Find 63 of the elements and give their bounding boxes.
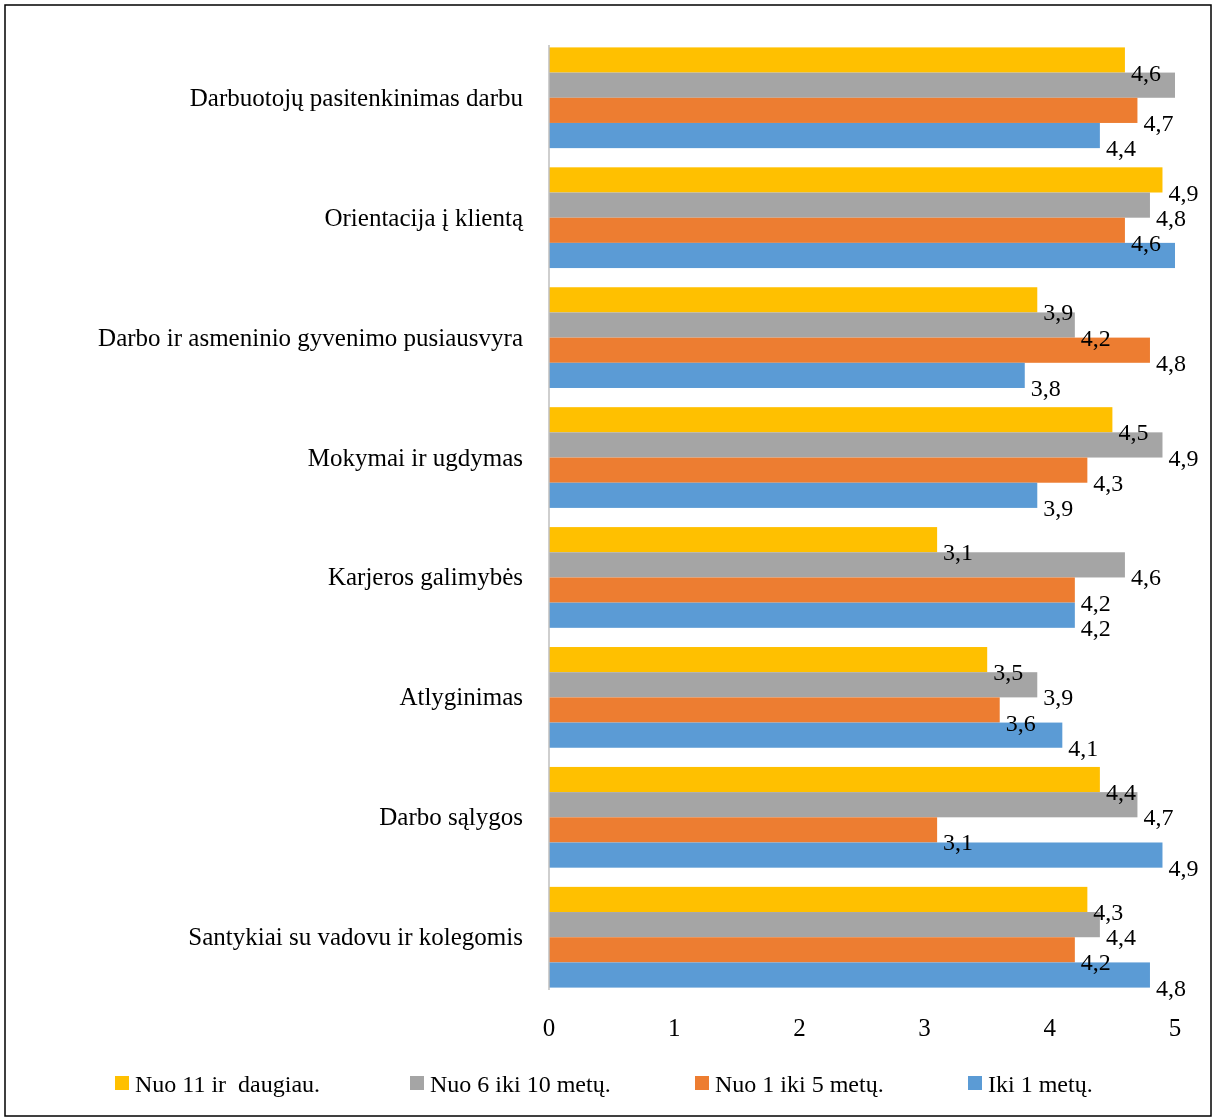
y-tick-label: Darbo ir asmeninio gyvenimo pusiausvyra	[98, 323, 523, 351]
data-label: 4,8	[1155, 349, 1186, 376]
bar	[549, 482, 1038, 508]
bar	[549, 192, 1150, 218]
legend-label: Nuo 11 ir daugiau.	[135, 1071, 321, 1097]
y-tick-label: Santykiai su vadovu ir kolegomis	[188, 923, 523, 951]
data-label: 4,7	[1143, 804, 1174, 831]
bar	[549, 577, 1075, 603]
y-tick-label: Orientacija į klientą	[324, 203, 524, 231]
y-tick-label: Atlyginimas	[399, 683, 523, 711]
y-tick-label: Karjeros galimybės	[327, 563, 523, 591]
data-label: 3,9	[1043, 299, 1074, 326]
data-label: 4,4	[1105, 135, 1136, 162]
bar	[549, 457, 1088, 483]
bar	[549, 287, 1038, 313]
data-label: 3,1	[943, 539, 974, 566]
data-label: 3,8	[1030, 374, 1061, 401]
data-label: 3,5	[993, 659, 1024, 686]
x-tick-label: 3	[918, 1014, 931, 1041]
bar	[549, 697, 1000, 723]
data-label: 4,9	[1168, 179, 1199, 206]
data-label: 4,3	[1093, 899, 1124, 926]
bar	[549, 167, 1163, 193]
data-label: 4,4	[1105, 779, 1136, 806]
bar	[549, 527, 938, 553]
bar	[549, 122, 1100, 149]
bar	[549, 97, 1138, 123]
x-tick-label: 4	[1043, 1014, 1057, 1041]
legend-label: Nuo 6 iki 10 metų.	[430, 1071, 611, 1097]
x-tick-label: 1	[667, 1014, 681, 1041]
data-label: 4,1	[1068, 734, 1099, 761]
data-label: 4,7	[1143, 109, 1174, 136]
bar	[549, 937, 1075, 963]
x-tick-label: 5	[1168, 1014, 1182, 1041]
x-tick-label: 2	[793, 1014, 806, 1041]
data-label: 4,8	[1155, 204, 1186, 231]
y-tick-label: Mokymai ir ugdymas	[307, 443, 523, 471]
legend-label: Nuo 1 iki 5 metų.	[715, 1071, 884, 1097]
bar	[549, 647, 988, 673]
data-label: 4,9	[1168, 854, 1199, 881]
data-label: 4,9	[1168, 444, 1199, 471]
data-label: 4,5	[1118, 419, 1149, 446]
data-label: 4,6	[1130, 564, 1161, 591]
bar	[549, 407, 1113, 433]
x-tick-label: 0	[542, 1014, 556, 1041]
data-label: 4,2	[1080, 589, 1111, 616]
bar	[549, 766, 1100, 793]
data-label: 4,8	[1155, 974, 1186, 1001]
y-tick-label: Darbuotojų pasitenkinimas darbu	[189, 83, 524, 111]
data-label: 3,9	[1043, 494, 1074, 521]
bar	[549, 217, 1125, 243]
data-label: 4,6	[1130, 59, 1161, 86]
bar	[549, 886, 1088, 913]
y-tick-label: Darbo sąlygos	[379, 803, 523, 831]
data-label: 4,4	[1105, 924, 1136, 951]
bar	[549, 362, 1025, 388]
bar	[549, 602, 1075, 628]
legend-label: Iki 1 metų.	[988, 1071, 1093, 1097]
data-label: 3,9	[1043, 684, 1074, 711]
bar	[549, 47, 1125, 73]
data-label: 4,3	[1093, 469, 1124, 496]
data-label: 4,2	[1080, 614, 1111, 641]
bar	[549, 817, 938, 843]
